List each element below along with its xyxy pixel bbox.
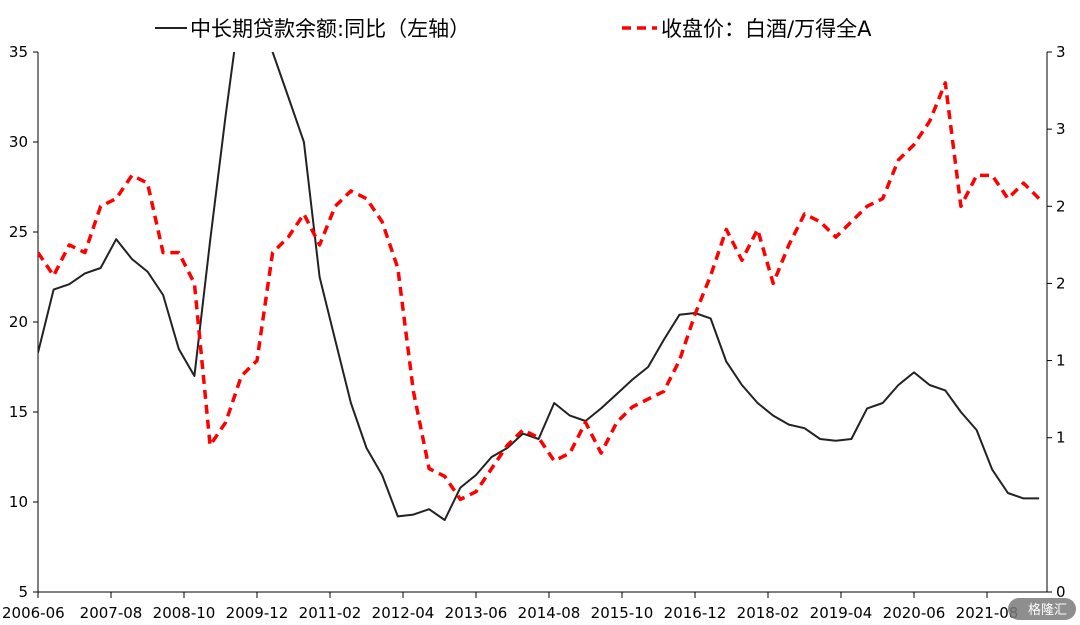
x-tick-label: 2019-04 [810, 604, 873, 622]
x-tick-label: 2006-06 [2, 604, 65, 622]
legend-label-loan-growth: 中长期贷款余额:同比（左轴） [190, 17, 470, 41]
x-tick-label: 2007-08 [80, 604, 143, 622]
y-left-tick-label: 10 [9, 493, 28, 511]
y-left-tick-label: 5 [18, 583, 28, 601]
x-tick-label: 2018-02 [737, 604, 800, 622]
y-right-tick-label: 1 [1056, 429, 1066, 447]
series-line-loan-growth [38, 52, 1040, 521]
x-tick-label: 2021-08 [956, 604, 1019, 622]
y-left-tick-label: 30 [9, 133, 28, 151]
y-right-tick-label: 2 [1056, 197, 1066, 215]
watermark-badge [1008, 598, 1076, 620]
axes [33, 51, 1052, 598]
x-tick-label: 2016-12 [664, 604, 727, 622]
x-tick-label: 2008-10 [153, 604, 216, 622]
x-tick-label: 2020-06 [883, 604, 946, 622]
legend-label-baijiu-ratio: 收盘价：白酒/万得全A [661, 17, 872, 41]
x-tick-label: 2012-04 [372, 604, 435, 622]
y-left-tick-label: 15 [9, 403, 28, 421]
y-left-tick-label: 35 [9, 43, 28, 61]
watermark: 格隆汇 [1008, 598, 1076, 620]
y-right-tick-label: 2 [1056, 274, 1066, 292]
series-line-baijiu-ratio [38, 81, 1041, 502]
x-tick-label: 2015-10 [591, 604, 654, 622]
y-right-tick-label: 3 [1056, 120, 1066, 138]
x-tick-label: 2013-06 [445, 604, 508, 622]
y-right-tick-label: 0 [1056, 583, 1066, 601]
y-left-tick-label: 25 [9, 223, 28, 241]
x-tick-label: 2014-08 [518, 604, 581, 622]
plot-area [38, 52, 1041, 521]
y-left-tick-label: 20 [9, 313, 28, 331]
y-right-tick-label: 1 [1056, 352, 1066, 370]
x-tick-label: 2009-12 [226, 604, 289, 622]
x-tick-label: 2011-02 [299, 604, 362, 622]
watermark-text: 格隆汇 [1028, 602, 1067, 618]
y-right-tick-label: 3 [1056, 43, 1066, 61]
legend: 中长期贷款余额:同比（左轴） 收盘价：白酒/万得全A [155, 17, 872, 41]
tick-labels: 5 10 15 20 25 30 35 0 1 1 2 2 3 3 2006-06 2007-08 2008-1… [2, 43, 1066, 622]
